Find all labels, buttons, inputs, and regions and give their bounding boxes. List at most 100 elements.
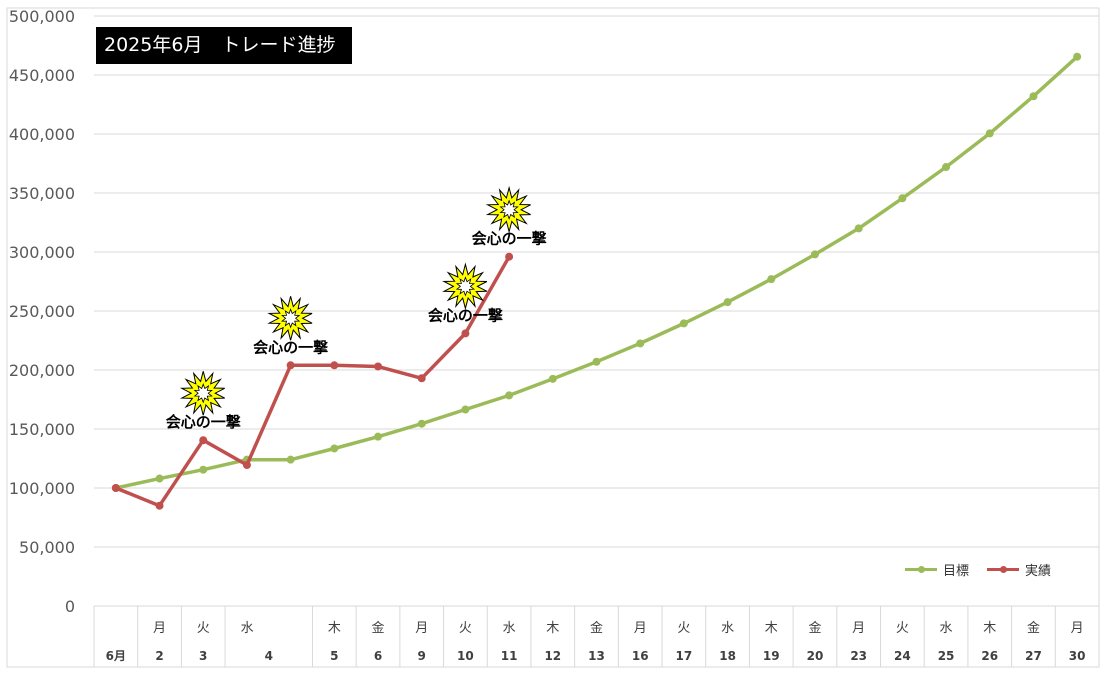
- annotation-critical-hit: 会心の一撃: [428, 262, 503, 324]
- legend-item-target: 目標: [905, 560, 969, 579]
- annotation-label: 会心の一撃: [253, 338, 328, 356]
- y-tick-label: 350,000: [9, 184, 75, 203]
- data-point-actual: [155, 501, 164, 510]
- chart-area: [6, 7, 1100, 668]
- x-day-label: 18: [719, 649, 736, 663]
- chart-title: 2025年6月 トレード進捗: [96, 27, 352, 64]
- data-point-target: [810, 250, 819, 259]
- x-weekday-label: 水: [940, 621, 953, 636]
- data-point-target: [985, 129, 994, 138]
- x-day-label: 19: [763, 649, 780, 663]
- burst-inner-icon: [280, 308, 301, 329]
- data-point-target: [723, 298, 732, 307]
- x-day-label: 23: [850, 649, 867, 663]
- x-day-label: 16: [632, 649, 649, 663]
- data-point-target: [286, 455, 295, 464]
- data-point-target: [330, 444, 339, 453]
- data-point-target: [548, 374, 557, 383]
- legend-swatch-target: [905, 565, 937, 573]
- x-weekday-label: 月: [852, 621, 865, 636]
- data-point-target: [505, 391, 514, 400]
- legend-label-target: 目標: [943, 563, 970, 579]
- annotation-critical-hit: 会心の一撃: [253, 296, 328, 356]
- x-weekday-label: 木: [328, 621, 341, 636]
- data-point-target: [1073, 52, 1082, 61]
- legend-item-actual: 実績: [987, 560, 1051, 579]
- burst-inner-icon: [455, 276, 476, 297]
- data-point-target: [155, 474, 164, 483]
- data-point-actual: [330, 361, 339, 370]
- x-weekday-label: 木: [546, 621, 559, 636]
- data-point-actual: [111, 484, 120, 492]
- data-point-target: [942, 163, 951, 172]
- legend: 目標 実績: [905, 559, 1069, 579]
- x-weekday-label: 月: [415, 621, 428, 636]
- x-weekday-label: 月: [1071, 621, 1084, 636]
- x-day-label: 10: [457, 649, 474, 663]
- annotation-label: 会心の一撃: [428, 306, 503, 324]
- y-tick-label: 50,000: [19, 538, 75, 557]
- x-weekday-label: 火: [896, 621, 909, 636]
- x-day-label: 13: [588, 649, 605, 663]
- x-day-label: 5: [330, 649, 338, 663]
- data-point-actual: [461, 329, 470, 338]
- x-day-label: 6: [374, 649, 382, 663]
- x-day-label: 9: [418, 649, 426, 663]
- burst-inner-icon: [193, 383, 213, 404]
- x-weekday-label: 火: [459, 621, 472, 636]
- y-tick-label: 300,000: [9, 243, 75, 262]
- x-day-label: 30: [1069, 649, 1086, 663]
- annotation-label: 会心の一撃: [166, 413, 241, 431]
- x-axis-table: 6月月2火3水4木5金6月9火10水11木12金13月16火17水18木19金2…: [93, 606, 1100, 667]
- x-weekday-label: 月: [634, 621, 647, 636]
- legend-label-actual: 実績: [1025, 563, 1052, 579]
- data-point-target: [592, 357, 601, 366]
- data-point-actual: [417, 374, 426, 383]
- x-weekday-label: 水: [241, 621, 254, 636]
- y-tick-label: 100,000: [9, 479, 75, 498]
- y-tick-label: 200,000: [9, 361, 75, 380]
- y-axis: 0 50,000 100,000 150,000 200,000 250,000 300,0…: [9, 7, 75, 616]
- data-point-target: [374, 432, 383, 441]
- data-point-target: [898, 194, 907, 203]
- data-point-actual: [505, 252, 514, 261]
- annotation-label: 会心の一撃: [472, 230, 547, 248]
- burst-inner-icon: [499, 199, 519, 220]
- x-day-label: 26: [981, 649, 998, 663]
- legend-swatch-actual: [987, 565, 1020, 573]
- data-point-actual: [374, 362, 383, 371]
- x-weekday-label: 火: [197, 621, 210, 636]
- data-point-target: [636, 339, 645, 348]
- x-weekday-label: 水: [503, 621, 516, 636]
- x-day-label: 20: [807, 649, 824, 663]
- y-tick-label: 450,000: [9, 66, 75, 85]
- series-line-actual: [115, 255, 511, 508]
- y-tick-label: 150,000: [9, 420, 75, 439]
- data-point-actual: [286, 361, 295, 370]
- x-day-label: 4: [265, 649, 273, 663]
- x-weekday-label: 金: [590, 620, 603, 636]
- x-weekday-label: 金: [372, 620, 385, 636]
- data-point-target: [679, 319, 688, 328]
- y-tick-label: 250,000: [9, 302, 75, 321]
- x-weekday-label: 水: [721, 621, 734, 636]
- annotation-critical-hit: 会心の一撃: [166, 371, 241, 431]
- x-weekday-label: 金: [808, 620, 821, 636]
- data-point-target: [767, 275, 776, 284]
- data-point-actual: [199, 436, 208, 445]
- x-day-label: 3: [199, 649, 207, 663]
- series-lines: [111, 52, 1082, 510]
- x-weekday-label: 火: [677, 621, 690, 636]
- x-day-label: 17: [676, 649, 693, 663]
- data-point-target: [1029, 92, 1038, 101]
- x-day-label: 25: [938, 649, 955, 663]
- x-day-label: 6月: [106, 649, 126, 663]
- y-tick-label: 0: [65, 597, 75, 616]
- data-point-target: [854, 224, 863, 233]
- x-day-label: 2: [155, 649, 163, 663]
- x-day-label: 27: [1025, 649, 1042, 663]
- y-tick-label: 500,000: [9, 7, 75, 26]
- data-point-target: [199, 465, 208, 474]
